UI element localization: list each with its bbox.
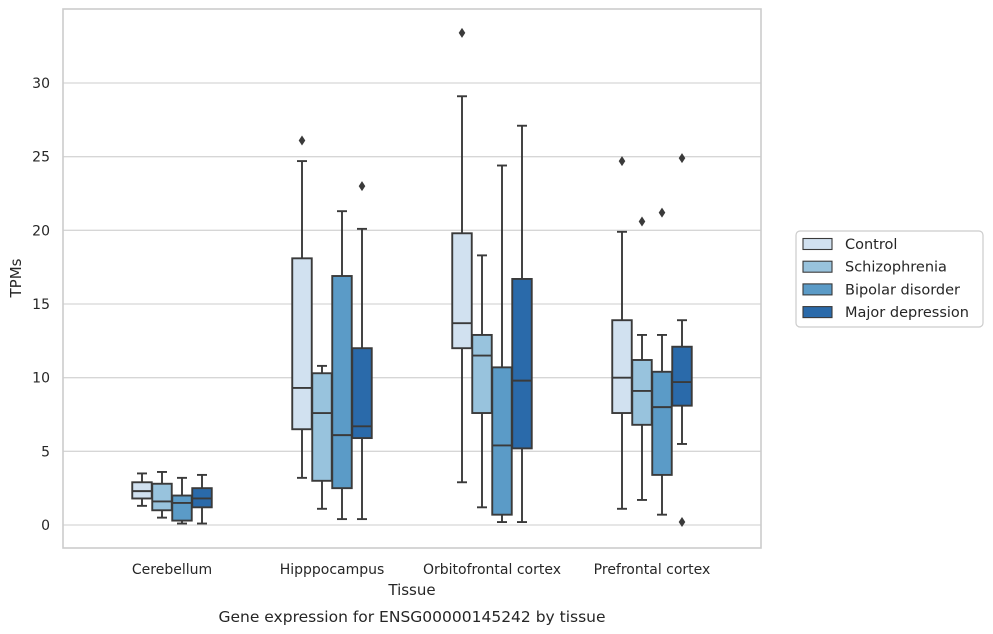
box bbox=[351, 347, 373, 440]
box bbox=[651, 370, 673, 476]
plot-frame bbox=[62, 8, 762, 549]
x-axis-label: Tissue bbox=[387, 581, 435, 599]
box-group bbox=[631, 216, 653, 501]
y-axis-label: TPMs bbox=[7, 258, 25, 298]
x-tick-labels: Cerebellum Hipppocampus Orbitofrontal cort… bbox=[132, 562, 710, 578]
chart-caption: Gene expression for ENSG00000145242 by t… bbox=[218, 608, 605, 626]
legend-label: Bipolar disorder bbox=[845, 282, 960, 298]
box bbox=[451, 232, 473, 350]
box-group bbox=[171, 476, 193, 525]
box bbox=[671, 345, 693, 407]
box bbox=[311, 372, 333, 482]
legend-swatch bbox=[802, 283, 833, 296]
x-tick-label: Cerebellum bbox=[132, 562, 212, 578]
outlier-point bbox=[658, 207, 666, 218]
legend-swatch bbox=[802, 306, 833, 319]
outlier-point bbox=[298, 135, 306, 146]
legend-label: Schizophrenia bbox=[845, 260, 947, 276]
outlier-point bbox=[458, 27, 466, 38]
box bbox=[291, 257, 313, 431]
box-group bbox=[491, 164, 513, 524]
box bbox=[151, 482, 173, 512]
box bbox=[491, 366, 513, 516]
box-group bbox=[471, 254, 493, 509]
box bbox=[611, 319, 633, 414]
y-tick-label: 25 bbox=[32, 150, 50, 166]
y-tick-label: 20 bbox=[32, 223, 50, 239]
box-group bbox=[331, 210, 353, 521]
box-group bbox=[291, 135, 313, 479]
box-group bbox=[451, 27, 473, 484]
legend-swatch bbox=[802, 237, 833, 251]
legend-label: Major depression bbox=[845, 305, 969, 321]
y-tick-label: 10 bbox=[32, 371, 50, 387]
outlier-point bbox=[678, 153, 686, 164]
legend-label: Control bbox=[845, 237, 897, 253]
box bbox=[331, 275, 353, 490]
box bbox=[171, 494, 193, 522]
box-group bbox=[611, 156, 633, 510]
y-tick-label: 0 bbox=[41, 518, 50, 534]
outlier-point bbox=[358, 181, 366, 192]
legend-swatch bbox=[802, 260, 833, 273]
y-tick-labels: 0 5 10 15 20 25 30 bbox=[32, 76, 50, 534]
box bbox=[511, 278, 533, 450]
box-group bbox=[651, 207, 673, 516]
box-group bbox=[351, 181, 373, 521]
outlier-point bbox=[638, 216, 646, 227]
y-tick-label: 15 bbox=[32, 297, 50, 313]
x-tick-label: Prefrontal cortex bbox=[594, 562, 711, 578]
box-group bbox=[671, 153, 693, 528]
box-group bbox=[151, 471, 173, 519]
box-group bbox=[131, 472, 153, 507]
x-tick-label: Hipppocampus bbox=[280, 562, 385, 578]
box bbox=[471, 333, 493, 414]
outlier-point bbox=[678, 517, 686, 528]
box-group bbox=[311, 364, 333, 510]
outlier-point bbox=[618, 156, 626, 167]
legend: Control Schizophrenia Bipolar disorder Majo… bbox=[795, 230, 984, 328]
x-tick-label: Orbitofrontal cortex bbox=[423, 562, 561, 578]
box-group bbox=[511, 124, 533, 524]
y-tick-label: 30 bbox=[32, 76, 50, 92]
y-tick-label: 5 bbox=[41, 444, 50, 460]
gridlines bbox=[63, 82, 761, 526]
box-groups bbox=[131, 27, 693, 528]
box bbox=[631, 359, 653, 426]
box-group bbox=[191, 473, 213, 525]
legend-frame bbox=[795, 230, 984, 328]
